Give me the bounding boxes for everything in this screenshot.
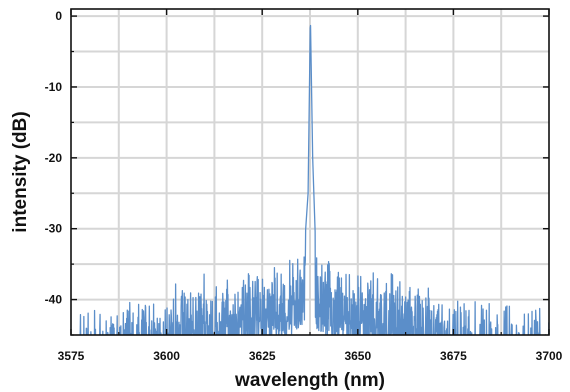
x-tick-label: 3675 <box>440 349 467 363</box>
y-tick-label: 0 <box>55 9 62 23</box>
x-axis-title: wavelength (nm) <box>234 370 385 391</box>
y-axis-title: intensity (dB) <box>10 111 31 232</box>
series-layer <box>79 24 549 335</box>
x-tick-label: 3600 <box>153 349 180 363</box>
x-tick-label: 3700 <box>536 349 563 363</box>
y-tick-label: -30 <box>45 222 63 236</box>
axis-ticks: 3575 3600 3625 3650 3675 3700 0 -10 -20 -30 -40 <box>45 9 563 363</box>
spectrum-series-line <box>79 24 549 335</box>
x-tick-label: 3625 <box>249 349 276 363</box>
y-tick-label: -20 <box>45 151 63 165</box>
x-tick-label: 3575 <box>58 349 85 363</box>
x-tick-label: 3650 <box>344 349 371 363</box>
y-tick-label: -40 <box>45 293 63 307</box>
y-tick-label: -10 <box>45 80 63 94</box>
